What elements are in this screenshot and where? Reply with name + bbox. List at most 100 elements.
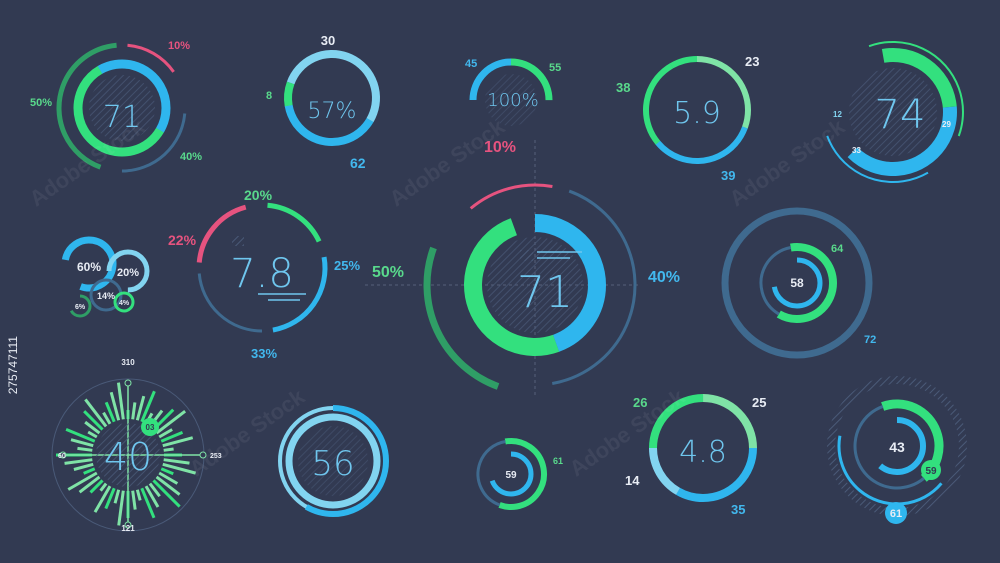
gauge-12-ring-inner-blue bbox=[488, 451, 534, 497]
gauge-10-ray bbox=[73, 462, 94, 471]
gauge-6-circle-60 bbox=[61, 236, 117, 292]
gauge-2-label-top: 30 bbox=[321, 33, 335, 48]
gauge-10-badge-label: 03 bbox=[146, 423, 155, 432]
gauge-5-value: 74 bbox=[875, 92, 926, 138]
gauge-10-ray bbox=[65, 427, 96, 443]
gauge-10-ray bbox=[140, 487, 156, 519]
gauge-10-ray bbox=[155, 409, 187, 435]
gauge-10-ray bbox=[70, 438, 94, 448]
gauge-10-ray bbox=[140, 390, 156, 423]
gauge-9-label-top: 64 bbox=[831, 243, 844, 255]
gauge-13-label-left: 14 bbox=[625, 473, 640, 488]
gauge-11-value: 56 bbox=[311, 444, 354, 484]
gauge-6-label-4: 4% bbox=[119, 300, 130, 307]
gauge-3-hatch bbox=[485, 74, 537, 126]
gauge-10-ray bbox=[162, 436, 194, 448]
gauge-14-badge-blue bbox=[885, 502, 907, 524]
gauge-1-ring-outer-pink bbox=[57, 43, 187, 173]
gauge-10-badge bbox=[141, 418, 159, 436]
gauge-2: 57% 30 8 62 bbox=[266, 33, 381, 171]
gauge-10-ray bbox=[160, 467, 174, 476]
gauge-2-ring-pale bbox=[284, 50, 381, 146]
gauge-10-value: 40 bbox=[104, 435, 152, 479]
gauge-1-ring-outer-green bbox=[56, 42, 188, 174]
gauge-1-inner-hatch bbox=[89, 75, 155, 141]
gauge-14-ring-inner-blue bbox=[868, 417, 926, 475]
gauge-8-value: 71 bbox=[517, 267, 573, 318]
gauge-6-cluster: 60% 20% 14% 6% 4% bbox=[61, 236, 150, 318]
gauge-10-ray bbox=[163, 447, 174, 452]
gauge-10-ray bbox=[163, 458, 190, 465]
gauge-5-label-bottom: 33 bbox=[852, 146, 861, 155]
gauge-14-ring-dim bbox=[853, 402, 941, 490]
gauge-13-label-topright: 25 bbox=[752, 395, 766, 410]
gauge-13-ring-light bbox=[649, 394, 757, 502]
gauge-10-ray bbox=[104, 487, 116, 510]
gauge-9-value: 58 bbox=[790, 276, 804, 290]
gauge-10-ray bbox=[135, 395, 146, 421]
gauge-4-label-bottom: 39 bbox=[721, 168, 735, 183]
gauge-9-label-bottom: 72 bbox=[864, 334, 876, 346]
gauge-7-ring-dim bbox=[197, 203, 327, 333]
gauge-12-value: 59 bbox=[505, 470, 517, 481]
gauge-6-label-60: 60% bbox=[77, 260, 101, 274]
gauge-10-axis-dot bbox=[199, 451, 207, 459]
gauge-8-outer-dim bbox=[433, 183, 637, 387]
gauge-3-label-right: 55 bbox=[549, 62, 561, 74]
gauge-1-ring-blue bbox=[73, 59, 171, 157]
gauge-10-ray bbox=[102, 411, 112, 425]
gauge-7-value: 7.8 bbox=[230, 251, 294, 297]
gauge-4-label-left: 38 bbox=[616, 80, 630, 95]
gauge-10-ray bbox=[162, 462, 197, 475]
gauge-2-value: 57% bbox=[308, 99, 357, 124]
gauge-10-ray bbox=[148, 482, 161, 498]
gauge-2-ring-blue bbox=[284, 49, 380, 146]
gauge-10-ray bbox=[99, 482, 108, 492]
gauge-7-hatch-icon bbox=[232, 236, 244, 246]
gauge-10-hatch bbox=[96, 423, 160, 487]
gauge-10-ray bbox=[67, 471, 98, 491]
gauge-8-label-right: 40% bbox=[648, 269, 680, 286]
gauge-8-hatch bbox=[487, 237, 583, 333]
gauge-13-label-bottom: 35 bbox=[731, 502, 745, 517]
gauge-10-ray bbox=[160, 431, 184, 443]
gauge-8-hatch-icon bbox=[520, 250, 533, 261]
gauge-10-ray bbox=[131, 402, 137, 420]
gauge-4: 5.9 38 23 39 bbox=[616, 54, 759, 183]
gauge-10-ray bbox=[117, 490, 125, 526]
gauge-8-label-top: 10% bbox=[484, 139, 516, 156]
gauge-10-ray bbox=[77, 446, 93, 452]
gauge-1-ring-outer-blue bbox=[57, 43, 187, 173]
watermark-id: 275747111 bbox=[6, 336, 20, 395]
gauge-10-ray bbox=[89, 479, 104, 494]
gauge-5-outer-thin-green bbox=[822, 41, 964, 183]
gauge-1-label-bottom: 40% bbox=[180, 151, 202, 163]
gauge-3-arc-green bbox=[469, 58, 553, 142]
gauge-14: 43 59 61 bbox=[827, 376, 967, 524]
gauge-7-label-right: 25% bbox=[334, 258, 360, 273]
gauge-10-label-bottom: 121 bbox=[121, 524, 135, 533]
gauge-12-label: 61 bbox=[553, 456, 563, 466]
gauge-14-value: 43 bbox=[889, 439, 905, 455]
gauge-10-ray bbox=[83, 410, 104, 431]
gauge-4-value: 5.9 bbox=[673, 96, 721, 131]
gauge-10-ray bbox=[131, 490, 137, 510]
gauge-11: 56 bbox=[277, 405, 389, 517]
gauge-3-label-left: 45 bbox=[465, 58, 477, 70]
gauge-10-label-right: 253 bbox=[210, 453, 222, 460]
gauge-7-ring-green bbox=[196, 202, 328, 334]
gauge-12: 59 61 bbox=[475, 438, 563, 511]
gauge-10-ray bbox=[83, 467, 96, 475]
gauge-13-ring-green bbox=[649, 394, 757, 502]
gauge-3: 100% 45 55 bbox=[465, 58, 561, 142]
gauge-10-ray bbox=[113, 489, 121, 504]
gauge-8-center: 71 10% 50% 40% bbox=[372, 139, 680, 397]
gauge-10-label-top: 310 bbox=[121, 358, 135, 367]
gauge-11-hatch bbox=[298, 426, 368, 496]
gauge-10-axis-dot bbox=[124, 379, 132, 387]
gauge-8-label-left: 50% bbox=[372, 264, 404, 281]
gauge-13-value: 4.8 bbox=[679, 435, 727, 470]
gauge-10-ray bbox=[84, 420, 101, 435]
gauge-13: 4.8 26 25 14 35 bbox=[625, 394, 766, 517]
gauge-7-label-left: 22% bbox=[168, 232, 197, 248]
